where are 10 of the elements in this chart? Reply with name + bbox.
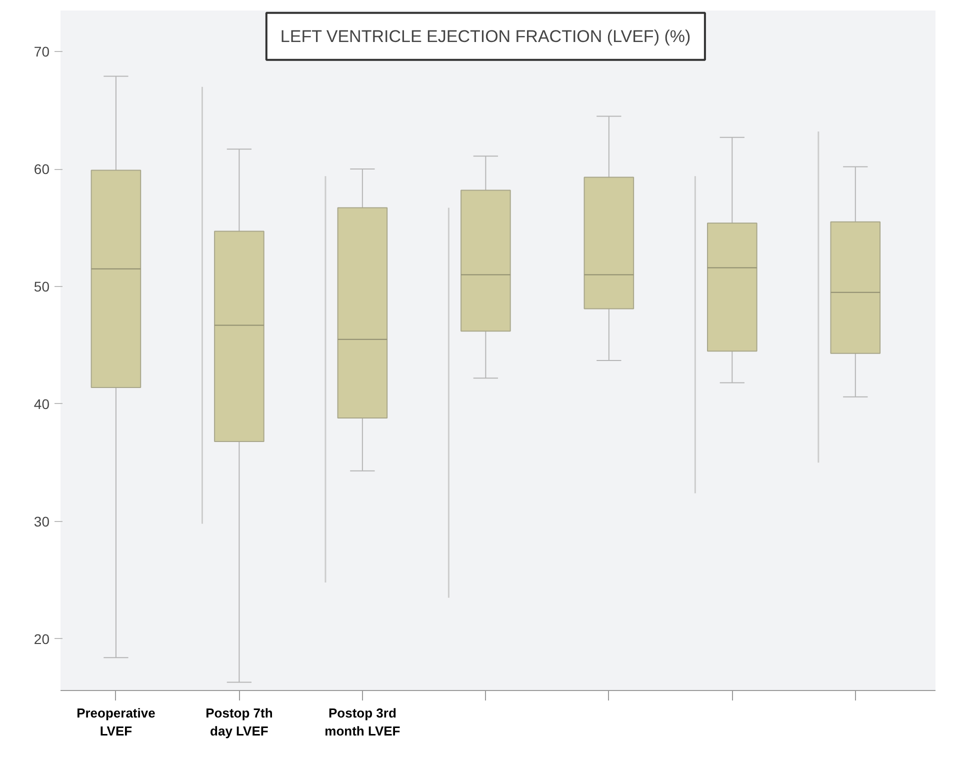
x-tick-label: Postop 3rd month LVEF [324,706,400,738]
y-tick-label: 30 [34,513,50,530]
y-tick-label: 20 [34,630,50,647]
text: LEFT VENTRICLE EJECTION FRACTION (LVEF) (%) [280,26,691,46]
x-tick-label: Preoperative LVEF [76,706,156,738]
y-tick-label: 40 [34,396,50,412]
y-tick-label: 50 [34,278,50,294]
x-tick-label: Postop 7th day LVEF [206,706,273,738]
y-tick-label: 60 [34,161,50,178]
y-tick-label: 70 [34,44,50,60]
